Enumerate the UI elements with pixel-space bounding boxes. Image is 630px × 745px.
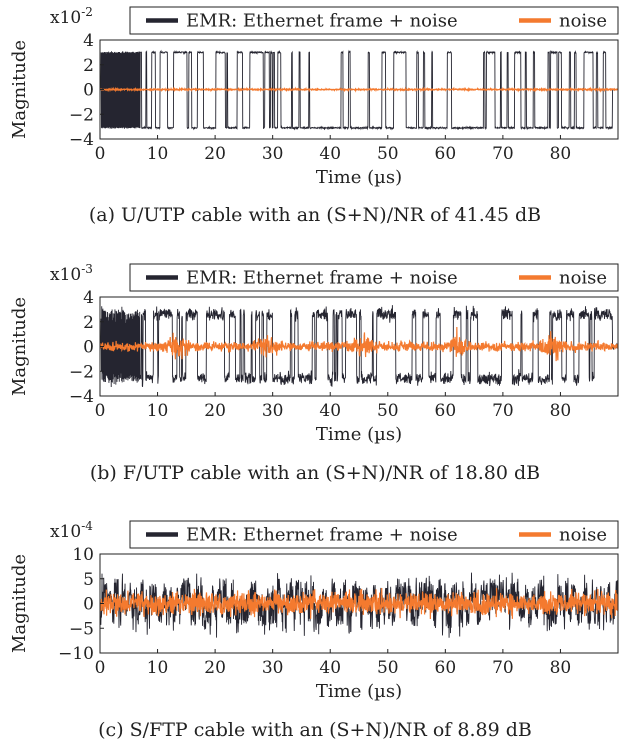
x-tick-label: 40 (319, 401, 341, 421)
caption-a: (a) U/UTP cable with an (S+N)/NR of 41.4… (88, 204, 542, 226)
x-tick-label: 50 (377, 658, 399, 678)
y-exponent-label: x10-2 (50, 5, 93, 28)
x-tick-label: 50 (377, 401, 399, 421)
x-tick-label: 80 (550, 144, 572, 164)
x-tick-label: 40 (319, 658, 341, 678)
y-tick-label: 0 (83, 338, 94, 358)
series-line-noise (100, 587, 618, 620)
series-line-emr (100, 305, 618, 388)
series-line-noise (100, 86, 618, 93)
x-tick-label: 70 (492, 144, 514, 164)
y-axis-label: Magnitude (9, 40, 30, 139)
x-tick-label: 20 (204, 658, 226, 678)
y-tick-label: −2 (69, 362, 94, 382)
x-tick-label: 50 (377, 144, 399, 164)
x-axis-label: Time (µs) (316, 681, 402, 702)
x-tick-label: 10 (147, 401, 169, 421)
y-tick-label: 10 (72, 545, 94, 565)
x-tick-label: 20 (204, 144, 226, 164)
x-tick-label: 60 (435, 144, 457, 164)
x-axis-label: Time (µs) (316, 424, 402, 445)
y-tick-label: 0 (83, 81, 94, 101)
x-tick-label: 30 (262, 658, 284, 678)
x-tick-label: 10 (147, 144, 169, 164)
x-tick-label: 60 (435, 658, 457, 678)
y-tick-label: 4 (83, 288, 94, 308)
y-tick-label: 2 (83, 56, 94, 76)
x-tick-label: 80 (550, 658, 572, 678)
y-tick-label: 4 (83, 31, 94, 51)
y-tick-label: 0 (83, 595, 94, 615)
x-tick-label: 30 (262, 144, 284, 164)
y-exponent-label: x10-3 (50, 262, 93, 285)
legend-label-emr: EMR: Ethernet frame + noise (186, 525, 458, 546)
x-tick-label: 70 (492, 658, 514, 678)
x-tick-label: 0 (95, 144, 106, 164)
x-tick-label: 60 (435, 401, 457, 421)
x-tick-label: 70 (492, 401, 514, 421)
y-axis-label: Magnitude (9, 297, 30, 396)
y-exponent-label: x10-4 (50, 519, 93, 542)
x-tick-label: 0 (95, 658, 106, 678)
x-tick-label: 0 (95, 401, 106, 421)
x-tick-label: 30 (262, 401, 284, 421)
y-tick-label: −10 (58, 644, 94, 664)
x-tick-label: 20 (204, 401, 226, 421)
x-tick-label: 40 (319, 144, 341, 164)
y-axis-label: Magnitude (9, 554, 30, 653)
y-tick-label: −5 (69, 619, 94, 639)
legend-label-emr: EMR: Ethernet frame + noise (186, 268, 458, 289)
caption-c: (c) S/FTP cable with an (S+N)/NR of 8.89… (98, 719, 532, 741)
legend-label-noise: noise (559, 525, 607, 546)
x-tick-label: 10 (147, 658, 169, 678)
legend-label-noise: noise (559, 11, 607, 32)
caption-b: (b) F/UTP cable with an (S+N)/NR of 18.8… (89, 462, 541, 484)
y-tick-label: 2 (83, 313, 94, 333)
y-tick-label: 5 (83, 570, 94, 590)
x-axis-label: Time (µs) (316, 167, 402, 188)
legend-label-noise: noise (559, 268, 607, 289)
legend-label-emr: EMR: Ethernet frame + noise (186, 11, 458, 32)
y-tick-label: −4 (69, 387, 94, 407)
series-line-emr (100, 49, 618, 131)
y-tick-label: −4 (69, 130, 94, 150)
x-tick-label: 80 (550, 401, 572, 421)
series-line-noise (100, 327, 618, 362)
y-tick-label: −2 (69, 105, 94, 125)
